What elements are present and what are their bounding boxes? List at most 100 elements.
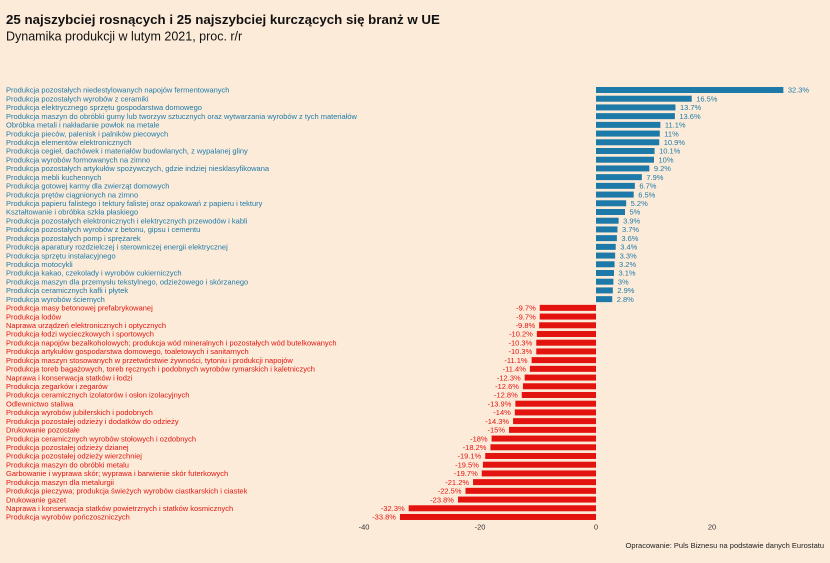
category-label: Garbowanie i wyprawa skór; wyprawa i bar… xyxy=(6,469,228,478)
bar xyxy=(596,296,613,303)
bar xyxy=(596,121,661,128)
x-tick-label: -20 xyxy=(475,523,486,532)
bar xyxy=(596,139,660,146)
category-label: Produkcja sprzętu instalacyjnego xyxy=(6,251,116,260)
category-label: Naprawa urządzeń elektronicznych i optyc… xyxy=(6,321,166,330)
value-label: 9.2% xyxy=(654,164,671,173)
bar xyxy=(596,252,616,259)
category-label: Produkcja wyrobów ściernych xyxy=(6,295,105,304)
bar xyxy=(491,435,596,442)
bar xyxy=(515,400,596,407)
bar xyxy=(596,200,627,207)
category-label: Produkcja wyrobów formowanych na zimno xyxy=(6,155,150,164)
value-label: -9.7% xyxy=(516,312,536,321)
value-label: -11.1% xyxy=(504,356,528,365)
category-label: Drukowanie gazet xyxy=(6,495,67,504)
bar xyxy=(596,269,614,276)
bar xyxy=(513,418,596,425)
bar xyxy=(596,165,650,172)
value-label: -22.5% xyxy=(438,487,462,496)
bar xyxy=(596,182,635,189)
chart-title: 25 najszybciej rosnących i 25 najszybcie… xyxy=(6,12,440,27)
value-label: -10.3% xyxy=(508,347,532,356)
category-label: Produkcja ceramicznych kafli i płytek xyxy=(6,286,128,295)
bar xyxy=(522,383,596,390)
value-label: 32.3% xyxy=(788,86,810,95)
value-label: -33.8% xyxy=(372,513,396,522)
x-tick-label: 20 xyxy=(708,523,716,532)
value-label: 6.5% xyxy=(638,190,655,199)
bar xyxy=(596,287,613,294)
category-label: Produkcja pozostałych wyrobów z betonu, … xyxy=(6,225,200,234)
category-label: Produkcja toreb bagażowych, toreb ręczny… xyxy=(6,365,315,374)
category-label: Produkcja pozostałej odzieży dzianej xyxy=(6,443,129,452)
value-label: -12.3% xyxy=(497,373,521,382)
value-label: 10.1% xyxy=(659,147,681,156)
value-label: 10.9% xyxy=(664,138,686,147)
bar xyxy=(485,452,596,459)
category-label: Odlewnictwo staliwa xyxy=(6,399,74,408)
source-note: Opracowanie: Puls Biznesu na podstawie d… xyxy=(626,541,824,550)
bar xyxy=(509,426,596,433)
category-label: Produkcja maszyn dla przemysłu tekstylne… xyxy=(6,277,248,286)
category-label: Produkcja maszyn do obróbki metalu xyxy=(6,460,129,469)
category-label: Produkcja aparatury rozdzielczej i stero… xyxy=(6,243,228,252)
value-label: 5.2% xyxy=(631,199,648,208)
bar xyxy=(596,130,660,137)
value-label: -10.3% xyxy=(508,338,532,347)
chart-subtitle: Dynamika produkcji w lutym 2021, proc. r… xyxy=(6,30,242,44)
value-labels: 32.3% 16.5%13.7%13.6%11.1%11%10.9%10.1%10… xyxy=(372,86,809,522)
value-label: 3.7% xyxy=(622,225,639,234)
value-label: 6.7% xyxy=(639,182,656,191)
category-label: Produkcja pozostałych artykułów spożywcz… xyxy=(6,164,270,173)
category-label: Naprawa i konserwacja statków i łodzi xyxy=(6,373,133,382)
bar xyxy=(596,148,655,154)
category-label: Produkcja elementów elektronicznych xyxy=(6,138,131,147)
value-label: -13.9% xyxy=(488,399,512,408)
category-label: Produkcja lodów xyxy=(6,312,62,321)
category-label: Produkcja motocykli xyxy=(6,260,73,269)
bar xyxy=(539,304,596,311)
category-labels: Produkcja pozostałych niedestylowanych n… xyxy=(6,86,358,522)
category-label: Produkcja artykułów gospodarstwa domoweg… xyxy=(6,347,249,356)
category-label: Drukowanie pozostałe xyxy=(6,426,80,435)
value-label: -9.7% xyxy=(516,304,536,313)
value-label: -10.2% xyxy=(509,330,533,339)
bars xyxy=(399,87,784,520)
bar xyxy=(539,313,596,320)
category-label: Produkcja napojów bezalkoholowych; produ… xyxy=(6,338,337,347)
value-label: 7.9% xyxy=(646,173,663,182)
x-tick-label: 0 xyxy=(594,523,598,532)
value-label: 11.1% xyxy=(665,121,686,130)
value-label: 3% xyxy=(618,277,629,286)
value-label: 3.1% xyxy=(618,269,635,278)
category-label: Produkcja ceramicznych wyrobów stołowych… xyxy=(6,434,196,443)
bar xyxy=(490,444,596,451)
value-label: 3.4% xyxy=(620,243,637,252)
bar xyxy=(482,461,596,468)
bar xyxy=(596,87,784,93)
category-label: Produkcja ceramicznych izolatorów i osło… xyxy=(6,391,189,400)
category-label: Produkcja pieczywa; produkcja świeżych w… xyxy=(6,487,248,496)
value-label: -18% xyxy=(470,434,488,443)
bar xyxy=(596,113,675,120)
value-label: 3.9% xyxy=(623,216,640,225)
category-label: Naprawa i konserwacja statków powietrzny… xyxy=(6,504,233,513)
bar xyxy=(536,348,596,355)
value-label: -11.4% xyxy=(503,365,527,374)
category-label: Produkcja elektrycznego sprzętu gospodar… xyxy=(6,103,202,112)
value-label: 11% xyxy=(664,129,679,138)
value-label: -12.6% xyxy=(495,382,519,391)
category-label: Produkcja pozostałych niedestylowanych n… xyxy=(6,86,229,95)
value-label: -19.1% xyxy=(457,452,481,461)
category-label: Obróbka metali i nakładanie powłok na me… xyxy=(6,121,159,130)
value-label: 3.2% xyxy=(619,260,636,269)
bar xyxy=(596,217,619,224)
bar xyxy=(596,191,634,198)
value-label: 3.6% xyxy=(621,234,638,243)
value-label: 2.9% xyxy=(617,286,634,295)
value-label: -18.2% xyxy=(463,443,487,452)
category-label: Produkcja pozostałej odzieży i dodatków … xyxy=(6,417,179,426)
